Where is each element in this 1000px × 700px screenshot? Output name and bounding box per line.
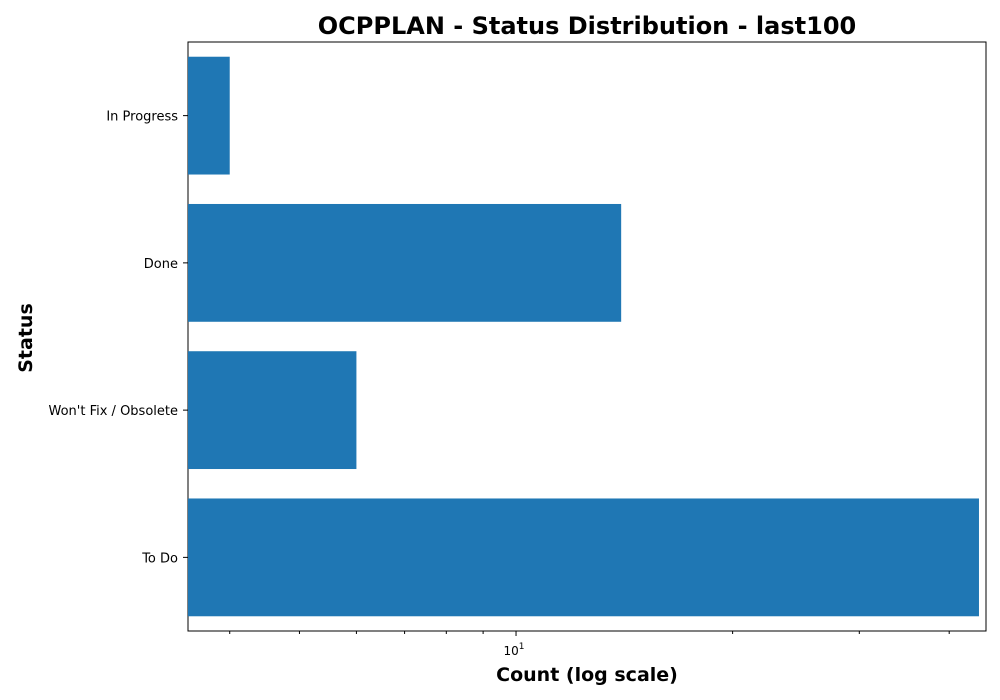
- x-axis-label: Count (log scale): [496, 664, 678, 686]
- bar: [188, 203, 622, 322]
- x-axis-ticks: 101: [229, 631, 950, 658]
- bar: [188, 351, 357, 470]
- y-axis-ticks: To Do Won't Fix / Obsolete Done In Progress: [49, 110, 188, 566]
- bar: [188, 498, 979, 617]
- y-axis-label: Status: [15, 303, 37, 373]
- y-tick-label: Done: [144, 257, 178, 272]
- chart-title: OCPPLAN - Status Distribution - last100: [318, 12, 856, 40]
- bars-group: [188, 56, 979, 617]
- bar: [188, 56, 230, 175]
- plot-area-frame: [187, 41, 987, 632]
- y-tick-label: In Progress: [106, 110, 178, 125]
- y-tick-label: Won't Fix / Obsolete: [49, 404, 179, 419]
- y-tick-label: To Do: [141, 551, 178, 566]
- x-tick-label: 101: [504, 642, 525, 658]
